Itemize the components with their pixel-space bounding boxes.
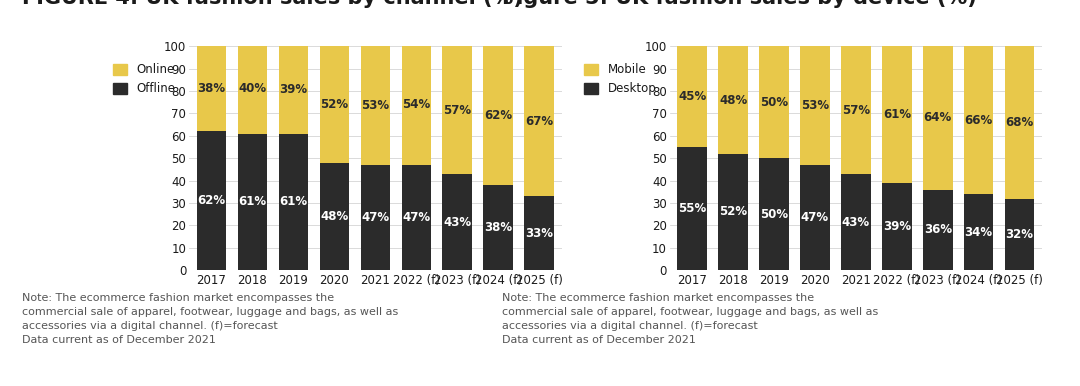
Bar: [800, 165, 829, 270]
Text: 47%: 47%: [361, 211, 390, 224]
Bar: [238, 44, 267, 134]
Bar: [238, 134, 267, 270]
Bar: [279, 134, 308, 270]
Text: 34%: 34%: [964, 226, 993, 239]
Legend: Mobile, Desktop: Mobile, Desktop: [584, 63, 657, 95]
Bar: [524, 46, 554, 196]
Bar: [759, 158, 788, 270]
Text: 38%: 38%: [484, 221, 512, 234]
Text: Figure 5: UK fashion sales by device (%): Figure 5: UK fashion sales by device (%): [502, 0, 977, 8]
Bar: [718, 46, 747, 154]
Bar: [923, 190, 953, 270]
Text: 40%: 40%: [239, 82, 267, 95]
Bar: [923, 46, 953, 190]
Bar: [361, 165, 390, 270]
Text: 61%: 61%: [280, 195, 308, 208]
Bar: [402, 44, 431, 165]
Bar: [361, 46, 390, 165]
Text: 47%: 47%: [801, 211, 829, 224]
Text: 68%: 68%: [1005, 116, 1034, 129]
Text: 62%: 62%: [198, 194, 226, 207]
Text: 53%: 53%: [801, 99, 829, 112]
Text: 67%: 67%: [525, 115, 553, 128]
Bar: [484, 185, 513, 270]
Bar: [484, 46, 513, 185]
Text: 32%: 32%: [1005, 228, 1034, 241]
Bar: [443, 46, 472, 174]
Text: 33%: 33%: [525, 227, 553, 240]
Text: 39%: 39%: [280, 83, 308, 96]
Bar: [800, 46, 829, 165]
Text: 39%: 39%: [882, 220, 910, 233]
Text: 36%: 36%: [923, 223, 951, 236]
Bar: [1005, 46, 1035, 198]
Bar: [882, 46, 912, 183]
Text: 54%: 54%: [402, 98, 430, 111]
Bar: [882, 183, 912, 270]
Text: FIGURE 4: UK fashion sales by channel (%): FIGURE 4: UK fashion sales by channel (%…: [22, 0, 523, 8]
Bar: [677, 147, 707, 270]
Text: 50%: 50%: [760, 96, 788, 109]
Bar: [197, 46, 227, 131]
Bar: [677, 46, 707, 147]
Text: 45%: 45%: [678, 90, 706, 103]
Bar: [841, 46, 870, 174]
Text: 57%: 57%: [443, 103, 471, 117]
Bar: [718, 154, 747, 270]
Text: 62%: 62%: [484, 109, 512, 122]
Bar: [320, 163, 349, 270]
Bar: [759, 46, 788, 158]
Text: 50%: 50%: [760, 208, 788, 221]
Bar: [841, 174, 870, 270]
Text: 57%: 57%: [841, 103, 870, 117]
Bar: [402, 165, 431, 270]
Text: 38%: 38%: [198, 82, 226, 95]
Bar: [443, 174, 472, 270]
Text: 48%: 48%: [719, 93, 747, 107]
Text: 55%: 55%: [678, 202, 706, 215]
Text: 43%: 43%: [443, 215, 471, 229]
Bar: [279, 46, 308, 134]
Text: 61%: 61%: [882, 108, 910, 121]
Text: 48%: 48%: [321, 210, 349, 223]
Text: 43%: 43%: [841, 215, 870, 229]
Text: 61%: 61%: [239, 195, 267, 208]
Text: 64%: 64%: [923, 112, 951, 124]
Bar: [964, 46, 994, 194]
Legend: Online, Offline: Online, Offline: [113, 63, 176, 95]
Bar: [524, 196, 554, 270]
Text: Note: The ecommerce fashion market encompasses the
commercial sale of apparel, f: Note: The ecommerce fashion market encom…: [22, 293, 397, 345]
Text: 52%: 52%: [719, 205, 747, 218]
Text: 47%: 47%: [402, 211, 430, 224]
Bar: [197, 131, 227, 270]
Bar: [1005, 198, 1035, 270]
Text: 66%: 66%: [964, 114, 993, 127]
Text: 52%: 52%: [321, 98, 349, 111]
Text: Note: The ecommerce fashion market encompasses the
commercial sale of apparel, f: Note: The ecommerce fashion market encom…: [502, 293, 878, 345]
Bar: [964, 194, 994, 270]
Text: 53%: 53%: [361, 99, 390, 112]
Bar: [320, 46, 349, 163]
